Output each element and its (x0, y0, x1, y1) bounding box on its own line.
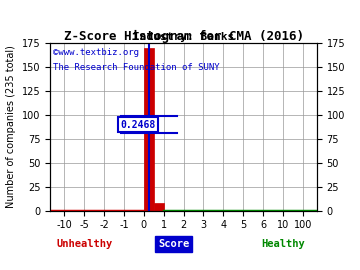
Text: Industry: Banks: Industry: Banks (133, 32, 234, 42)
Text: Unhealthy: Unhealthy (56, 239, 112, 249)
Bar (144, 48, 154, 211)
Text: 0.2468: 0.2468 (120, 120, 156, 130)
Title: Z-Score Histogram for CMA (2016): Z-Score Histogram for CMA (2016) (64, 30, 303, 43)
Text: The Research Foundation of SUNY: The Research Foundation of SUNY (53, 63, 220, 72)
Bar (154, 203, 164, 211)
Text: Score: Score (158, 239, 189, 249)
Text: Healthy: Healthy (261, 239, 305, 249)
Y-axis label: Number of companies (235 total): Number of companies (235 total) (6, 45, 17, 208)
Text: ©www.textbiz.org: ©www.textbiz.org (53, 48, 139, 57)
